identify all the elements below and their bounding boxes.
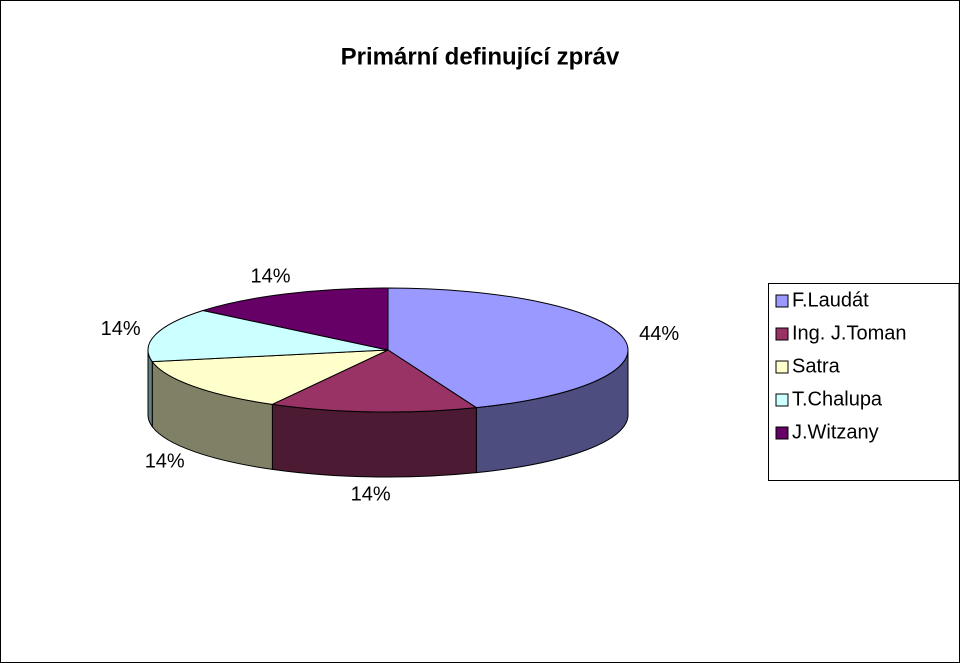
legend-swatch [775,294,789,308]
pie-slice [151,349,389,405]
chart-title: Primární definující zpráv [341,43,620,70]
pie-slice [270,349,478,413]
data-label: 14% [351,484,391,506]
data-label: 14% [250,265,290,287]
pie-side [271,403,477,478]
legend-swatch [775,327,789,341]
legend-box [768,283,960,481]
legend-label: Ing. J.Toman [792,322,907,344]
pie-slice [201,287,389,351]
pie-slice [387,287,629,409]
pie-slice [147,309,389,363]
legend-swatch [775,360,789,374]
legend-label: Satra [792,355,841,377]
legend-label: F.Laudát [792,289,869,311]
data-label: 44% [639,323,679,345]
legend-label: T.Chalupa [792,388,883,410]
legend-swatch [775,426,789,440]
legend-label: J.Witzany [792,421,879,443]
legend-swatch [775,393,789,407]
data-label: 14% [101,318,141,340]
data-label: 14% [145,451,185,473]
